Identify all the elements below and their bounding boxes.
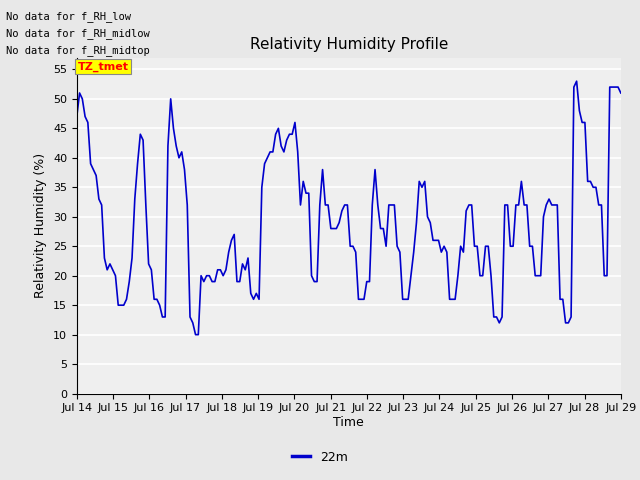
Y-axis label: Relativity Humidity (%): Relativity Humidity (%) xyxy=(35,153,47,298)
Text: TZ_tmet: TZ_tmet xyxy=(77,61,129,72)
Text: No data for f_RH_midlow: No data for f_RH_midlow xyxy=(6,28,150,39)
Text: No data for f_RH_low: No data for f_RH_low xyxy=(6,11,131,22)
Text: No data for f_RH_midtop: No data for f_RH_midtop xyxy=(6,45,150,56)
Title: Relativity Humidity Profile: Relativity Humidity Profile xyxy=(250,37,448,52)
Legend: 22m: 22m xyxy=(287,446,353,469)
X-axis label: Time: Time xyxy=(333,416,364,429)
